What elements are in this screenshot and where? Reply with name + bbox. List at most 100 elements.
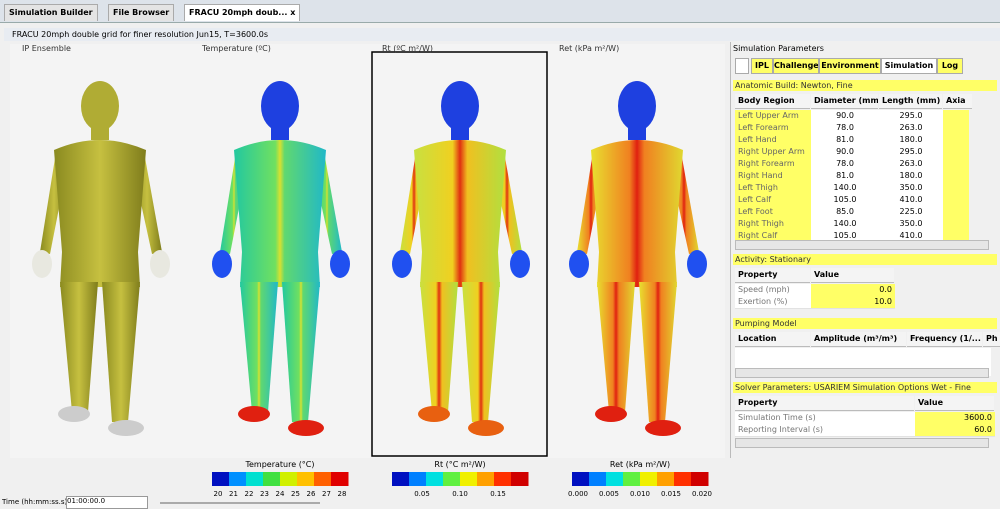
viewports: IP Ensemble Temperature (ºC) Rt (ºC m²/W) R… <box>10 44 725 458</box>
tab[interactable]: File Browser <box>108 4 175 21</box>
tab-label: FRACU 20mph doub... <box>189 8 288 17</box>
colorbar-cell <box>308 472 315 486</box>
left-leg <box>420 282 458 412</box>
colorbar-cell <box>246 472 253 486</box>
mannequin <box>392 81 530 436</box>
colorbar-cell <box>240 472 247 486</box>
section-heading: Activity: Stationary <box>733 254 997 265</box>
left-leg <box>240 282 278 412</box>
time-slider[interactable] <box>160 502 320 504</box>
tab[interactable]: Log <box>937 58 963 74</box>
axis-cell <box>943 146 969 158</box>
tab[interactable]: IPL <box>751 58 773 74</box>
colorbar-cell <box>325 472 332 486</box>
table-cell[interactable]: 60.0 <box>915 424 995 437</box>
parameters-panel: Simulation Parameters IPL Challenge Enviro… <box>730 42 1000 458</box>
colorbar-cell <box>522 472 529 486</box>
colorbar-cell <box>342 472 349 486</box>
column-header: Body Region <box>735 94 810 109</box>
section-heading: Pumping Model <box>733 318 997 329</box>
viewport-label: Temperature (ºC) <box>201 44 271 53</box>
left-leg <box>597 282 635 412</box>
column-header: Property <box>735 268 810 283</box>
legend-title: Rt (°C m²/W) <box>434 460 485 469</box>
axis-cell <box>943 182 969 194</box>
colorbar-cell <box>482 472 489 486</box>
time-field[interactable]: 01:00:00.0 <box>66 496 148 509</box>
colorbar-cell <box>617 472 624 486</box>
colorbar-cell <box>679 472 686 486</box>
tab[interactable]: Challenge <box>773 58 819 74</box>
column-header: Value <box>811 268 894 283</box>
right-leg <box>639 282 677 422</box>
colorbar-cell <box>392 472 399 486</box>
foot <box>645 420 681 436</box>
right-leg <box>102 282 140 422</box>
left-leg <box>60 282 98 412</box>
column-header: Length (mm) <box>879 94 942 109</box>
column-header: Location <box>735 332 810 347</box>
colorbar-cell <box>634 472 641 486</box>
colorbar-cell <box>397 472 404 486</box>
scrollbar[interactable] <box>735 368 989 378</box>
colorbar-cell <box>285 472 292 486</box>
legend-tick-label: 23 <box>260 490 269 498</box>
colorbar-cell <box>426 472 433 486</box>
section-heading: Solver Parameters: USARIEM Simulation Op… <box>733 382 997 393</box>
colorbar-cell <box>297 472 304 486</box>
colorbar-cell <box>212 472 219 486</box>
colorbar-cell <box>668 472 675 486</box>
axis-cell <box>943 218 969 230</box>
legends: Temperature (°C) 20 21 22 23 24 25 26 27 28 Rt (°C… <box>212 460 712 498</box>
mannequin <box>212 81 350 436</box>
colorbar-cell <box>623 472 630 486</box>
legend-tick-label: 0.05 <box>414 490 430 498</box>
torso <box>234 140 326 287</box>
legend-title: Ret (kPa m²/W) <box>610 460 670 469</box>
tab-icon <box>735 58 749 74</box>
legend-tick-label: 20 <box>214 490 223 498</box>
colorbar-cell <box>640 472 647 486</box>
legend-tick-label: 21 <box>229 490 238 498</box>
legend-tick-label: 0.015 <box>661 490 681 498</box>
colorbar-cell <box>223 472 230 486</box>
colorbar-cell <box>454 472 461 486</box>
viewport-label: Ret (kPa m²/W) <box>559 44 619 53</box>
colorbar-cell <box>702 472 709 486</box>
colorbar-cell <box>280 472 287 486</box>
time-label: Time (hh:mm:ss.s) <box>2 498 68 506</box>
table-cell[interactable]: Reporting Interval (s) <box>735 424 915 437</box>
colorbar-cell <box>443 472 450 486</box>
hand <box>687 250 707 278</box>
colorbar-cell <box>465 472 472 486</box>
column-header: Ph <box>983 332 1000 347</box>
colorbar-cell <box>409 472 416 486</box>
axis-cell <box>943 122 969 134</box>
colorbar-cell <box>589 472 596 486</box>
colorbar-cell <box>685 472 692 486</box>
foot <box>238 406 270 422</box>
scrollbar[interactable] <box>735 438 989 448</box>
close-button[interactable]: x <box>290 8 296 17</box>
right-leg <box>282 282 320 422</box>
table-cell[interactable]: 10.0 <box>811 296 895 309</box>
tab[interactable]: Simulation Builder <box>4 4 98 21</box>
colorbar-cell <box>257 472 264 486</box>
legend-tick-label: 28 <box>338 490 347 498</box>
colorbar-cell <box>431 472 438 486</box>
legend-title: Temperature (°C) <box>244 460 314 469</box>
legend-tick-label: 0.15 <box>490 490 506 498</box>
scrollbar[interactable] <box>735 240 989 250</box>
colorbar-cell <box>606 472 613 486</box>
section-heading: Anatomic Build: Newton, Fine <box>733 80 997 91</box>
colorbar-cell <box>505 472 512 486</box>
tab[interactable]: Simulation <box>881 58 937 74</box>
head <box>81 81 119 131</box>
head <box>441 81 479 131</box>
axis-cell <box>943 206 969 218</box>
tab[interactable]: Environment <box>819 58 881 74</box>
selected-viewport <box>371 51 548 457</box>
table-cell[interactable]: Exertion (%) <box>735 296 811 309</box>
colorbar-cell <box>251 472 258 486</box>
tab[interactable]: FRACU 20mph doub... x <box>184 4 301 21</box>
